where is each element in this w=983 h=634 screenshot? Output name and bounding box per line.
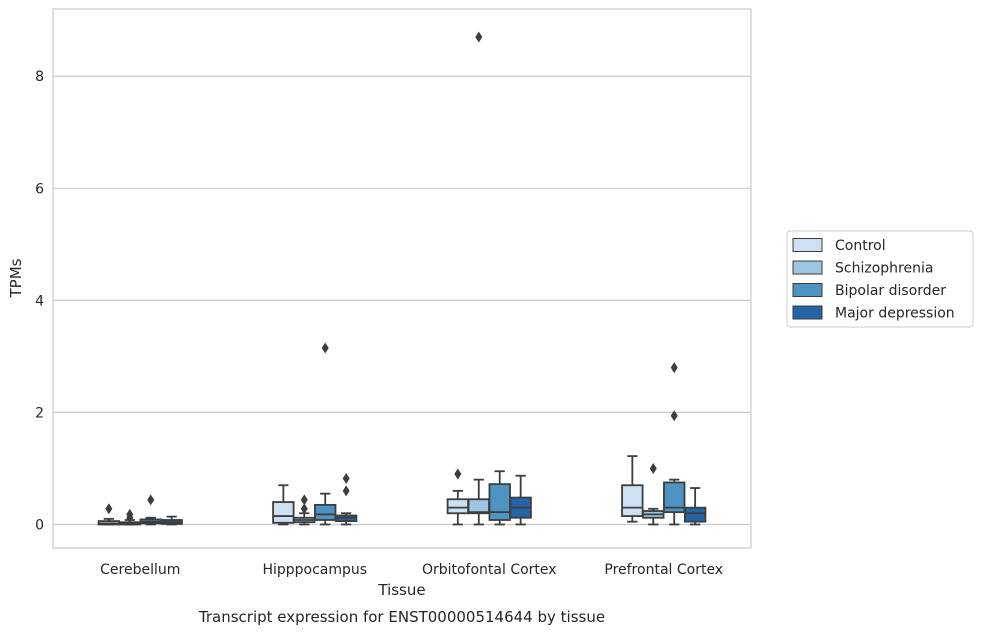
box-major-depression xyxy=(334,473,358,526)
x-axis-label: Tissue xyxy=(377,581,425,599)
box-control xyxy=(621,455,644,523)
legend-frame xyxy=(786,230,974,328)
grid-lines xyxy=(53,75,751,526)
outlier-point xyxy=(126,512,134,524)
legend-label: Control xyxy=(835,238,886,254)
box-schizophrenia xyxy=(467,31,490,526)
box-major-depression xyxy=(683,487,707,526)
box-bipolar-disorder xyxy=(663,362,686,526)
x-tick-label: Prefrontal Cortex xyxy=(604,562,723,578)
y-axis-label: TPMs xyxy=(7,258,25,298)
box-plots xyxy=(97,31,707,526)
legend: Control Schizophrenia Bipolar disorder Majo… xyxy=(786,230,974,328)
box-schizophrenia xyxy=(118,508,141,526)
legend-swatch xyxy=(792,238,823,252)
y-tick-label: 8 xyxy=(35,69,44,85)
outlier-point xyxy=(342,473,350,485)
box-bipolar-disorder xyxy=(488,470,511,526)
plot-frame xyxy=(52,8,752,549)
outlier-point xyxy=(147,494,155,506)
box-iqr xyxy=(314,503,337,521)
outlier-point xyxy=(342,485,350,497)
legend-swatch xyxy=(792,283,823,297)
outlier-point xyxy=(649,462,657,474)
outlier-point xyxy=(454,468,462,480)
box-iqr xyxy=(272,501,295,524)
legend-swatch xyxy=(792,305,823,320)
box-bipolar-disorder xyxy=(314,342,337,526)
box-iqr xyxy=(663,481,686,514)
outlier-point xyxy=(105,503,113,515)
x-tick-label: Cerebellum xyxy=(100,562,180,578)
y-tick-label: 2 xyxy=(35,405,44,421)
outlier-point xyxy=(475,31,483,43)
box-bipolar-disorder xyxy=(139,494,162,526)
x-tick-label: Orbitofontal Cortex xyxy=(422,562,557,578)
legend-swatch xyxy=(792,260,823,275)
x-tick-labels: Cerebellum Hipppocampus Orbitofontal Corte… xyxy=(100,562,723,578)
box-major-depression xyxy=(509,474,532,526)
y-tick-label: 6 xyxy=(35,181,44,197)
box-schizophrenia xyxy=(642,462,665,526)
y-tick-label: 0 xyxy=(35,517,44,533)
box-schizophrenia xyxy=(293,494,316,526)
chart-caption: Transcript expression for ENST0000051464… xyxy=(198,608,605,626)
legend-label: Major depression xyxy=(835,306,955,322)
box-control xyxy=(97,503,121,526)
box-iqr xyxy=(683,506,707,523)
outlier-point xyxy=(321,342,329,354)
box-iqr xyxy=(446,498,470,515)
x-tick-label: Hipppocampus xyxy=(262,562,367,578)
box-major-depression xyxy=(160,515,183,526)
legend-label: Schizophrenia xyxy=(835,261,933,277)
box-control xyxy=(446,468,470,526)
box-control xyxy=(272,484,295,526)
outlier-point xyxy=(670,362,678,374)
outlier-point xyxy=(300,494,308,506)
legend-label: Bipolar disorder xyxy=(835,283,946,299)
outlier-point xyxy=(300,503,308,515)
box-iqr xyxy=(621,484,644,517)
outlier-point xyxy=(670,410,678,422)
y-tick-label: 4 xyxy=(35,293,44,309)
box-iqr xyxy=(488,483,511,521)
box-iqr xyxy=(467,498,490,515)
y-tick-labels: 0 2 4 6 8 xyxy=(35,69,44,533)
